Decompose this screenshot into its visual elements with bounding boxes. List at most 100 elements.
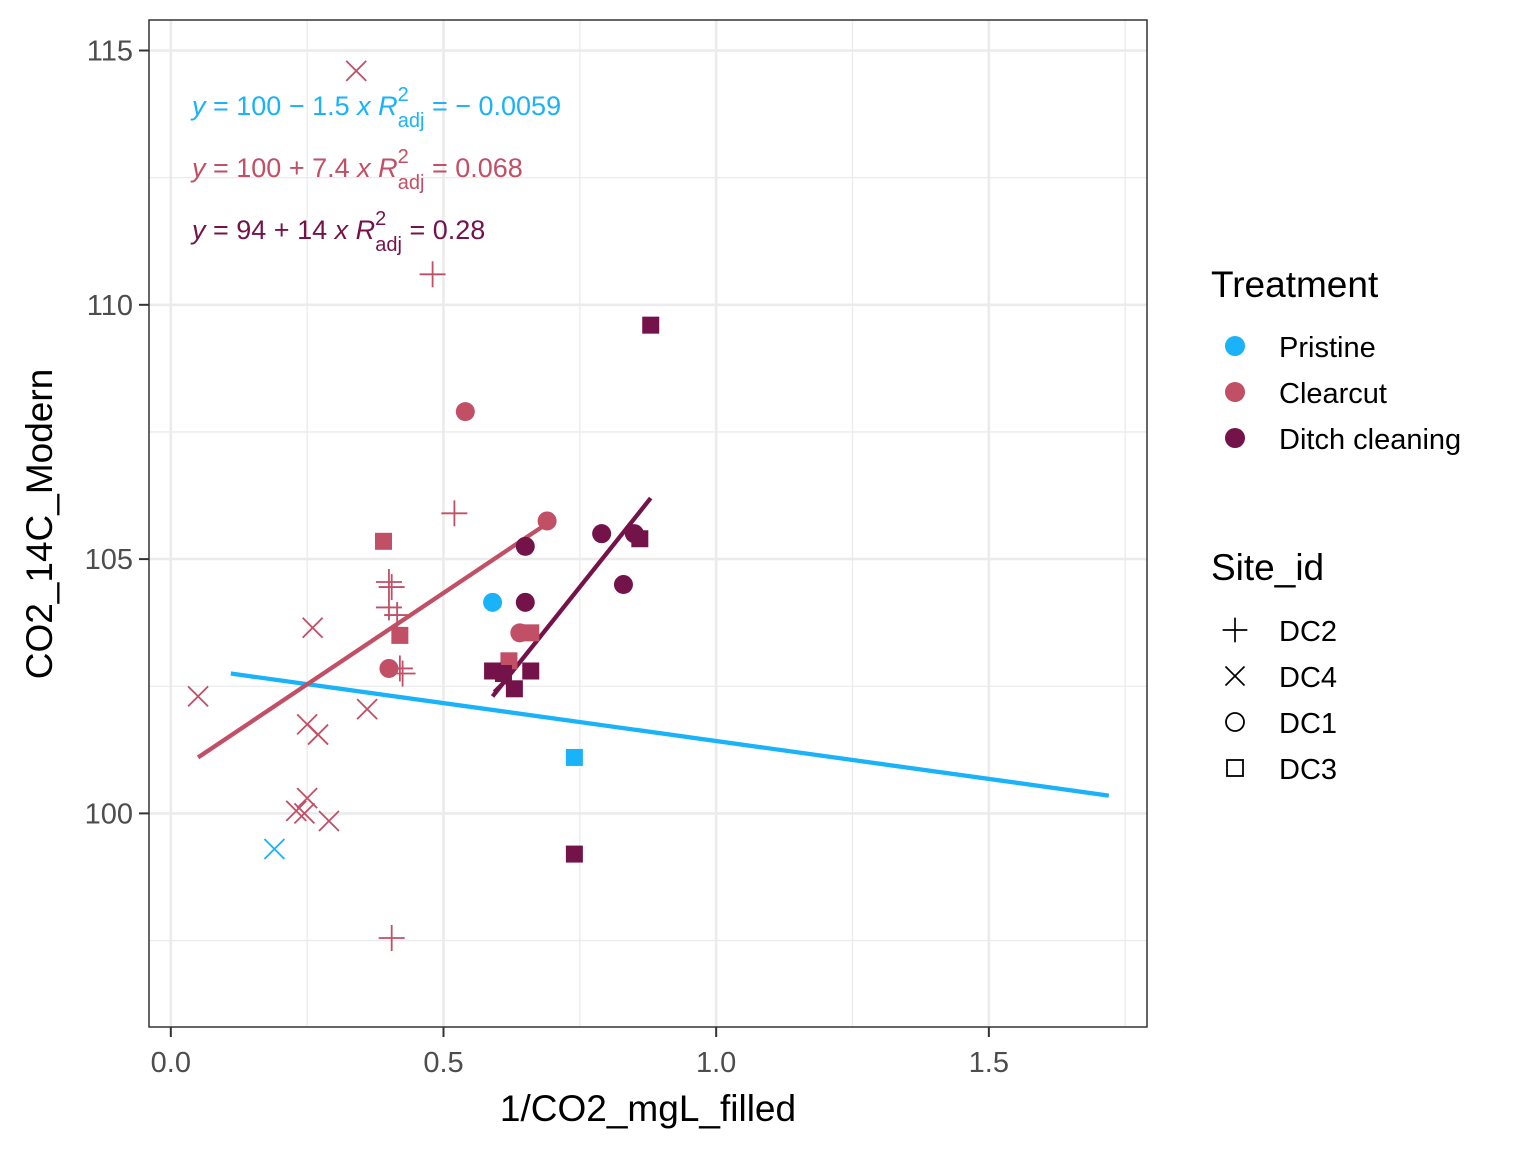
point-pristine-dc1 (483, 592, 503, 612)
equation-lhs: y (190, 91, 207, 121)
legend-shape-dc3 (1226, 759, 1244, 777)
legend-key-pristine (1225, 336, 1245, 356)
plot-panel-border (148, 19, 1148, 1028)
point-clearcut-dc2 (419, 261, 446, 288)
legend-label: DC3 (1279, 754, 1337, 786)
legend-label: Pristine (1279, 332, 1376, 364)
legend-key-dc1 (1225, 712, 1245, 732)
point-ditch-cleaning-dc1 (624, 524, 644, 544)
y-axis-title: CO2_14C_Modern (19, 369, 60, 680)
point-ditch-cleaning-dc1 (515, 592, 535, 612)
equation-rhs: = 100 − 1.5 (206, 91, 358, 121)
plot-panel-background (149, 20, 1147, 1027)
legend-label: DC4 (1279, 662, 1337, 694)
fit-line-pristine (230, 671, 1110, 798)
regression-lines (196, 496, 1110, 798)
equation-r-label: R (378, 153, 398, 183)
point-clearcut-dc3 (522, 624, 540, 642)
legend-shape-dc2 (1222, 617, 1248, 643)
legend-label: DC1 (1279, 708, 1337, 740)
point-clearcut-dc4 (307, 723, 329, 746)
x-axis-title: 1/CO2_mgL_filled (500, 1088, 796, 1129)
equation-r-sub: adj (398, 110, 425, 132)
equation-rhs: = 100 + 7.4 (206, 153, 358, 183)
equation-r-sup: 2 (398, 84, 409, 106)
equation-ditch-cleaning: y = 94 + 14 x R2 adj = 0.28 (190, 208, 485, 256)
x-tick-label: 1.0 (696, 1047, 736, 1079)
equation-gap (371, 91, 379, 121)
x-tick-label: 1.5 (969, 1047, 1009, 1079)
equation-r-label: R (378, 91, 398, 121)
point-clearcut-dc4 (318, 810, 340, 832)
point-clearcut-dc1 (379, 658, 399, 678)
legend-key-ditch-cleaning (1225, 428, 1245, 448)
legend-key-clearcut (1225, 382, 1245, 402)
point-ditch-cleaning-dc4 (492, 670, 515, 692)
equation-x: x (333, 215, 350, 245)
y-tick-label: 110 (87, 290, 133, 322)
point-ditch-cleaning-dc1 (515, 536, 535, 556)
equation-r-label: R (356, 215, 376, 245)
point-clearcut-dc4 (187, 685, 209, 708)
point-clearcut-dc4 (293, 802, 316, 825)
legend-key-dc3 (1226, 759, 1244, 777)
equation-gap (348, 215, 356, 245)
equation-r-sub: adj (398, 172, 425, 194)
legend-key-dc4 (1224, 665, 1246, 687)
equation-x: x (355, 91, 372, 121)
legend-label: Clearcut (1279, 378, 1387, 410)
y-tick-label: 115 (87, 36, 133, 68)
point-clearcut-dc2 (375, 568, 402, 595)
legend-key-dc2 (1222, 617, 1248, 643)
point-clearcut-dc2 (378, 574, 405, 601)
point-ditch-cleaning-dc3 (522, 662, 540, 680)
legend: Treatment Pristine Clearcut Ditch cleaning S… (1211, 264, 1461, 786)
equation-r-sup: 2 (398, 146, 409, 168)
point-clearcut-dc3 (391, 626, 409, 644)
equation-r-value: = 0.28 (402, 215, 485, 245)
x-tick-label: 0.5 (423, 1047, 463, 1079)
legend-label: DC2 (1279, 616, 1337, 648)
point-ditch-cleaning-dc1 (592, 524, 612, 544)
point-pristine-dc3 (565, 748, 583, 766)
point-clearcut-dc2 (441, 500, 468, 527)
point-clearcut-dc4 (285, 800, 307, 822)
point-ditch-cleaning-dc1 (613, 575, 633, 595)
fit-line-clearcut (196, 521, 549, 760)
point-clearcut-dc2 (378, 924, 405, 951)
point-clearcut-dc1 (455, 402, 475, 422)
equation-lhs: y (190, 215, 207, 245)
legend-label: Ditch cleaning (1279, 424, 1461, 456)
legend-shape-dc1 (1225, 712, 1245, 732)
legend-shape-dc4 (1224, 665, 1246, 687)
y-tick-label: 105 (85, 544, 133, 576)
equation-r-sub: adj (375, 234, 402, 256)
legend-title-treatment: Treatment (1211, 264, 1379, 305)
point-ditch-cleaning-dc3 (494, 665, 512, 683)
point-clearcut-dc1 (537, 511, 557, 531)
equation-rhs: = 94 + 14 (206, 215, 335, 245)
data-points (187, 60, 660, 951)
equation-gap (371, 153, 379, 183)
equation-pristine: y = 100 − 1.5 x R2 adj = − 0.0059 (190, 84, 561, 132)
point-ditch-cleaning-dc3 (565, 845, 583, 863)
point-pristine-dc4 (263, 838, 286, 860)
y-tick-label: 100 (85, 798, 133, 830)
equation-r-value: = 0.068 (424, 153, 522, 183)
equation-lhs: y (190, 153, 207, 183)
legend-title-site: Site_id (1211, 547, 1324, 588)
equation-x: x (355, 153, 372, 183)
x-tick-label: 0.0 (151, 1047, 191, 1079)
point-clearcut-dc4 (345, 60, 367, 82)
equation-r-sup: 2 (375, 208, 386, 230)
fit-line-ditch-cleaning (490, 496, 653, 698)
point-ditch-cleaning-dc3 (505, 680, 523, 698)
equation-r-value: = − 0.0059 (424, 91, 561, 121)
point-clearcut-dc4 (356, 698, 378, 720)
point-ditch-cleaning-dc3 (642, 316, 660, 334)
equation-clearcut: y = 100 + 7.4 x R2 adj = 0.068 (190, 146, 523, 194)
point-clearcut-dc3 (375, 532, 393, 550)
axes: 0.0 0.5 1.0 1.5 100 105 110 115 (85, 36, 1009, 1079)
